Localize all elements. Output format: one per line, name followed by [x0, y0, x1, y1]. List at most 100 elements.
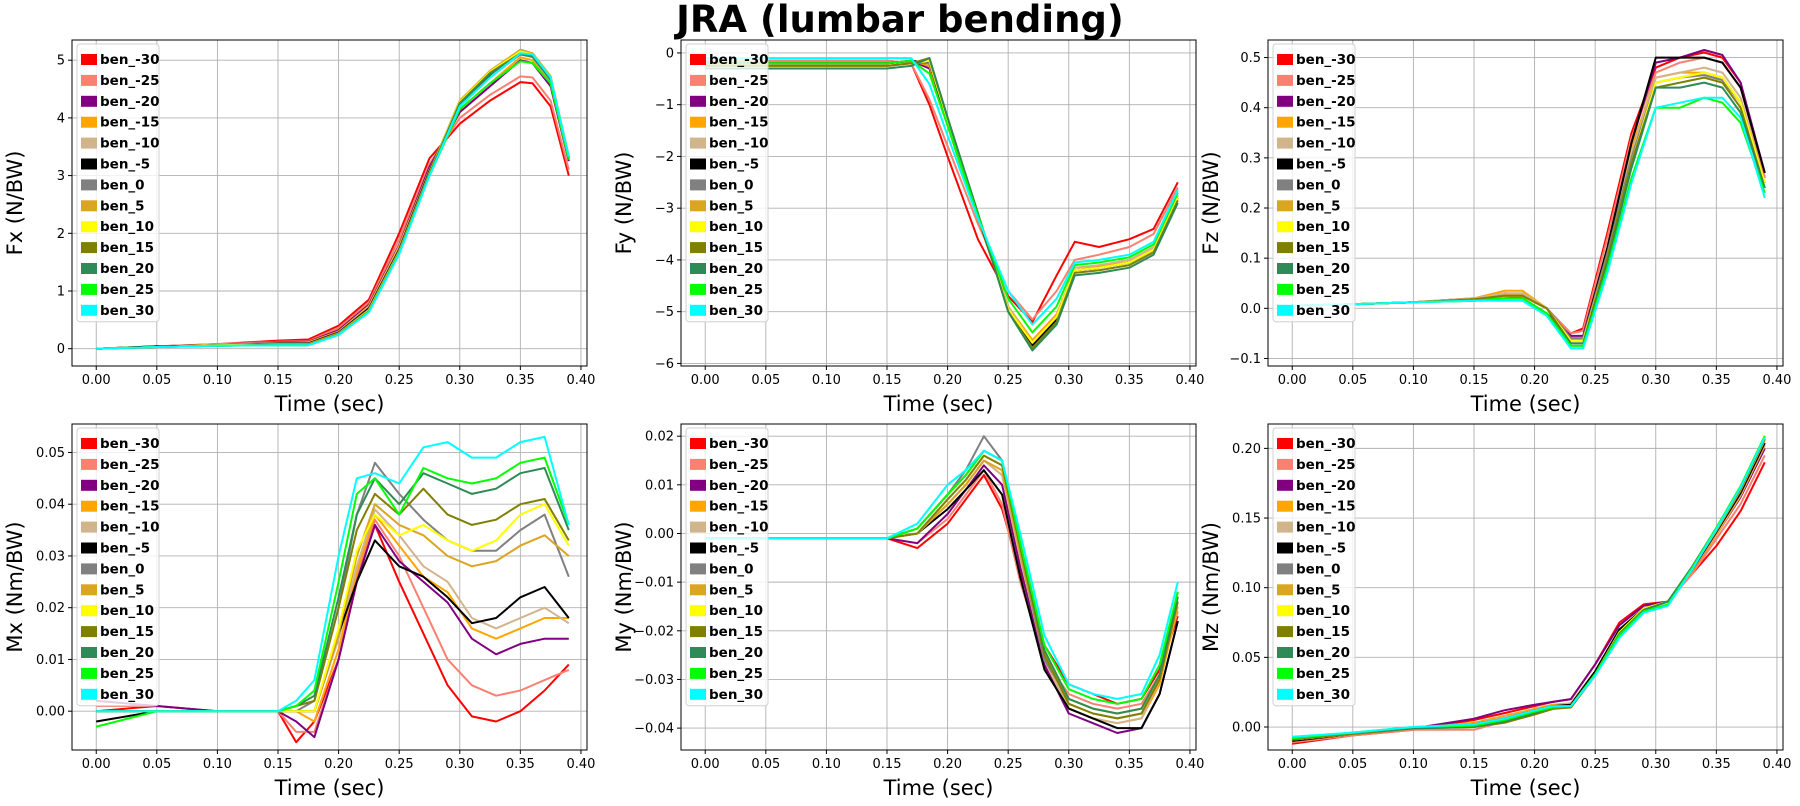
legend-label: ben_-30 — [1296, 52, 1356, 68]
series-lines — [95, 435, 570, 744]
x-tick-label: 0.10 — [812, 757, 841, 772]
axes-frame — [71, 39, 588, 367]
series-line-ben_30 — [1292, 96, 1766, 350]
legend-label: ben_-30 — [100, 436, 160, 452]
y-axis-label: My (Nm/BW) — [612, 521, 636, 652]
legend-swatch — [1277, 438, 1293, 449]
y-tick-label: 0.00 — [645, 527, 674, 542]
x-tick-label: 0.20 — [1520, 373, 1549, 388]
series-line-ben_5 — [96, 48, 570, 350]
y-tick-label: 5 — [57, 54, 65, 69]
legend-label: ben_5 — [1296, 582, 1341, 598]
legend-swatch — [1277, 263, 1293, 274]
legend-label: ben_-20 — [1296, 94, 1356, 110]
legend-label: ben_-5 — [1296, 157, 1346, 173]
legend-label: ben_-5 — [100, 541, 150, 557]
legend-label: ben_10 — [1296, 219, 1350, 235]
y-tick-label: 3 — [57, 169, 65, 184]
x-tick-label: 0.35 — [506, 373, 535, 388]
grid — [681, 40, 1196, 366]
y-axis-label: Fz (N/BW) — [1199, 151, 1223, 254]
legend-label: ben_-10 — [709, 520, 769, 536]
legend-swatch — [690, 438, 706, 449]
legend-label: ben_0 — [100, 561, 145, 577]
x-tick-label: 0.00 — [1278, 373, 1307, 388]
x-tick-label: 0.30 — [445, 373, 474, 388]
x-tick-label: 0.00 — [691, 757, 720, 772]
series-line-ben_-25 — [1292, 454, 1766, 744]
legend-swatch — [81, 605, 97, 617]
legend-swatch — [690, 283, 706, 295]
legend-swatch — [690, 605, 706, 617]
x-tick-label: 0.25 — [994, 757, 1023, 772]
legend-swatch — [81, 116, 97, 128]
legend-swatch — [81, 458, 97, 470]
legend-swatch — [690, 304, 706, 316]
legend-swatch — [81, 95, 97, 107]
legend-box — [76, 43, 160, 323]
y-tick-label: −3 — [655, 202, 674, 217]
legend-label: ben_10 — [709, 603, 763, 619]
y-tick-label: −0.01 — [634, 576, 674, 591]
legend-label: ben_-5 — [709, 541, 759, 557]
chart-fy: 0.00 0.05 0.10 0.15 0.20 0.25 0.30 0.35 0.40 0 −1 −… — [612, 39, 1204, 416]
legend-swatch — [690, 458, 706, 470]
ticks: 0.00 0.05 0.10 0.15 0.20 0.25 0.30 0.35 0.40 0.00… — [36, 446, 595, 772]
legend-label: ben_-5 — [709, 157, 759, 173]
legend-label: ben_-25 — [100, 73, 160, 89]
legend-label: ben_30 — [100, 687, 154, 703]
legend-swatch — [81, 479, 97, 491]
legend-label: ben_-10 — [100, 520, 160, 536]
series-line-ben_-15 — [1292, 445, 1766, 742]
legend-swatch — [1277, 54, 1293, 65]
chart-mz: 0.00 0.05 0.10 0.15 0.20 0.25 0.30 0.35 0.40 0.00… — [1199, 423, 1791, 800]
series-line-ben_0 — [705, 435, 1179, 715]
x-tick-label: 0.15 — [1460, 757, 1489, 772]
legend-swatch — [81, 137, 97, 149]
x-tick-label: 0.20 — [324, 757, 353, 772]
x-tick-label: 0.05 — [142, 373, 171, 388]
x-tick-label: 0.25 — [1581, 757, 1610, 772]
x-tick-label: 0.30 — [1641, 373, 1670, 388]
x-tick-label: 0.25 — [994, 373, 1023, 388]
legend-label: ben_-15 — [1296, 499, 1356, 515]
legend-box — [685, 43, 769, 323]
legend-label: ben_-10 — [1296, 520, 1356, 536]
x-tick-label: 0.20 — [324, 373, 353, 388]
chart-my: 0.00 0.05 0.10 0.15 0.20 0.25 0.30 0.35 0.40 0.02… — [612, 423, 1204, 800]
y-tick-label: 4 — [57, 111, 65, 126]
series-line-ben_30 — [1292, 436, 1766, 738]
legend-swatch — [690, 137, 706, 149]
legend-label: ben_-10 — [1296, 136, 1356, 152]
series-line-ben_5 — [1292, 439, 1766, 741]
y-axis-label: Fy (N/BW) — [612, 152, 636, 255]
legend-label: ben_5 — [100, 198, 145, 214]
series-line-ben_0 — [1292, 439, 1766, 741]
legend-label: ben_30 — [1296, 303, 1350, 319]
series-line-ben_-20 — [96, 59, 570, 350]
y-tick-label: 0.04 — [36, 498, 65, 513]
legend-swatch — [81, 688, 97, 700]
x-tick-label: 0.15 — [873, 757, 902, 772]
legend-swatch — [81, 74, 97, 86]
legend-label: ben_-10 — [100, 136, 160, 152]
series-line-ben_25 — [1292, 435, 1766, 740]
series-line-ben_-30 — [96, 81, 570, 350]
y-tick-label: 0.1 — [1240, 252, 1261, 267]
legend-label: ben_20 — [100, 261, 154, 277]
x-tick-label: 0.20 — [933, 373, 962, 388]
y-tick-label: 0.01 — [36, 653, 65, 668]
x-tick-label: 0.05 — [142, 757, 171, 772]
x-tick-label: 0.10 — [1399, 373, 1428, 388]
legend-label: ben_-5 — [100, 157, 150, 173]
legend-label: ben_15 — [709, 624, 763, 640]
legend-swatch — [81, 242, 97, 254]
series-line-ben_10 — [1292, 438, 1766, 741]
x-axis-label: Time (sec) — [274, 776, 385, 800]
legend-swatch — [81, 304, 97, 316]
series-line-ben_-20 — [1292, 49, 1766, 337]
legend-label: ben_15 — [1296, 624, 1350, 640]
legend-swatch — [81, 584, 97, 596]
legend-label: ben_10 — [100, 603, 154, 619]
